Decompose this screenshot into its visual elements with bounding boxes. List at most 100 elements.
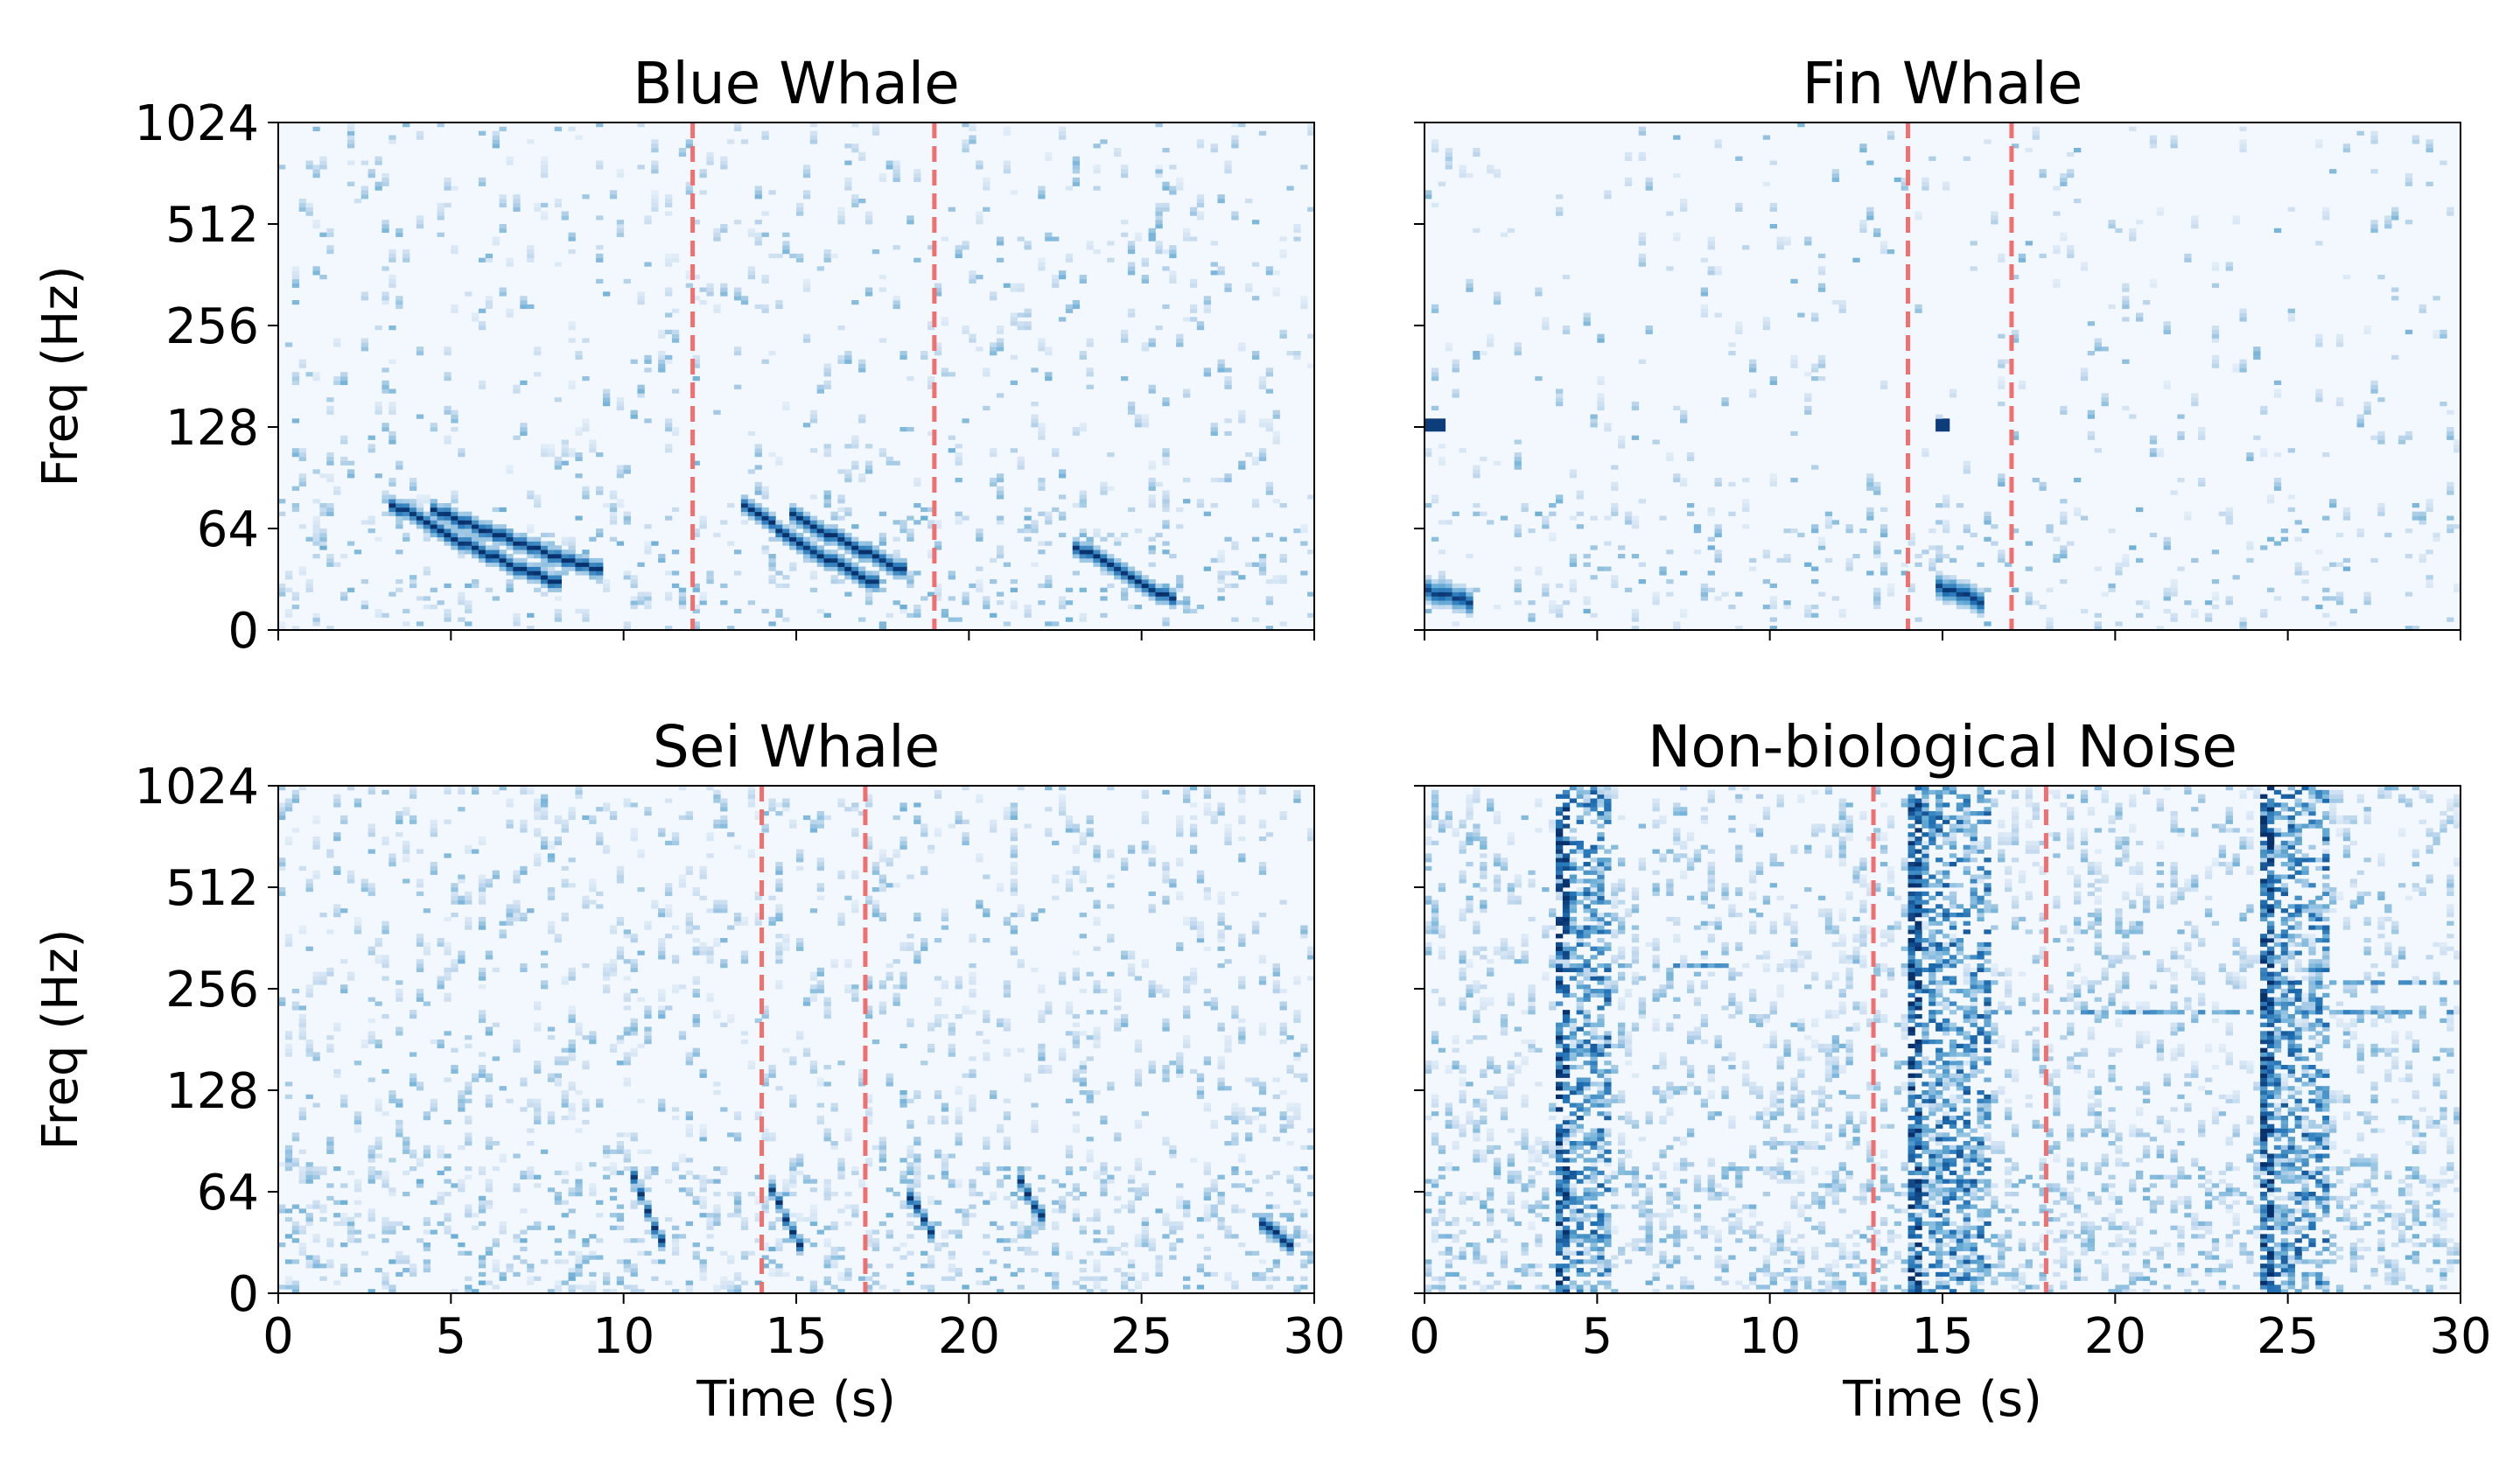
heatmap-cell	[568, 1271, 576, 1278]
heatmap-cell	[451, 891, 458, 897]
heatmap-cell	[444, 1166, 452, 1172]
heatmap-cell	[1231, 139, 1239, 144]
heatmap-cell	[602, 1144, 611, 1151]
heatmap-cell	[1597, 380, 1605, 386]
heatmap-cell	[382, 920, 389, 926]
heatmap-cell	[416, 346, 424, 352]
heatmap-cell	[312, 612, 320, 618]
heatmap-cell	[1086, 241, 1094, 246]
heatmap-cell	[1714, 554, 1722, 559]
heatmap-cell	[589, 1271, 597, 1278]
heatmap-cell	[1189, 317, 1198, 322]
heatmap-cell	[485, 532, 494, 538]
heatmap-cell	[962, 122, 970, 128]
heatmap-cell	[1210, 262, 1218, 267]
heatmap-cell	[1790, 528, 1798, 534]
heatmap-cell	[382, 511, 389, 516]
heatmap-cell	[665, 291, 673, 297]
heatmap-cell	[1038, 435, 1046, 440]
heatmap-cell	[575, 1192, 583, 1197]
heatmap-cell	[465, 621, 472, 626]
heatmap-cell	[437, 503, 444, 508]
heatmap-cell	[1120, 562, 1129, 567]
heatmap-cell	[1466, 596, 1474, 601]
heatmap-cell	[527, 570, 535, 576]
heatmap-cell	[1107, 452, 1115, 458]
heatmap-cell	[326, 967, 334, 973]
heatmap-cell	[796, 1170, 804, 1176]
heatmap-cell	[685, 916, 693, 922]
heatmap-cell	[796, 1162, 804, 1167]
heatmap-cell	[1272, 439, 1280, 444]
heatmap-cell	[451, 959, 458, 964]
heatmap-cell	[768, 1065, 776, 1070]
heatmap-cell	[396, 499, 403, 504]
heatmap-cell	[616, 916, 625, 922]
heatmap-cell	[782, 1187, 790, 1193]
heatmap-cell	[1776, 557, 1784, 564]
heatmap-cell	[2335, 338, 2344, 343]
heatmap-cell	[692, 891, 700, 897]
heatmap-cell	[333, 1213, 341, 1218]
heatmap-cell	[761, 1264, 769, 1269]
heatmap-cell	[1120, 338, 1129, 343]
heatmap-cell	[665, 1217, 673, 1222]
heatmap-cell	[305, 372, 313, 377]
heatmap-cell	[506, 312, 514, 318]
heatmap-cell	[312, 554, 320, 559]
heatmap-cell	[1542, 321, 1550, 326]
heatmap-cell	[374, 955, 382, 960]
heatmap-cell	[499, 557, 507, 564]
heatmap-cell	[1714, 266, 1722, 271]
heatmap-cell	[782, 541, 790, 546]
heatmap-cell	[485, 883, 494, 888]
heatmap-cell	[1231, 135, 1239, 140]
heatmap-cell	[561, 1090, 569, 1096]
heatmap-cell	[1514, 465, 1522, 470]
heatmap-cell	[651, 1166, 659, 1172]
heatmap-cell	[540, 1259, 549, 1264]
panel-fin-whale: Fin Whale	[1414, 50, 2461, 640]
heatmap-cell	[1984, 621, 1992, 626]
heatmap-cell	[747, 469, 756, 474]
heatmap-cell	[948, 206, 956, 212]
heatmap-cell	[1970, 266, 1978, 271]
heatmap-cell	[1245, 287, 1253, 292]
heatmap-cell	[430, 499, 438, 504]
heatmap-cell	[547, 1116, 556, 1121]
heatmap-cell	[1162, 206, 1170, 212]
heatmap-cell	[775, 916, 783, 922]
heatmap-cell	[1514, 351, 1522, 356]
heatmap-cell	[1618, 554, 1626, 559]
heatmap-cell	[396, 515, 403, 521]
heatmap-cell	[816, 858, 824, 863]
heatmap-cell	[630, 579, 638, 584]
heatmap-cell	[1936, 596, 1943, 601]
heatmap-cell	[1114, 562, 1122, 567]
heatmap-cell	[2329, 621, 2337, 626]
heatmap-cell	[602, 587, 611, 592]
heatmap-cell	[844, 511, 852, 516]
heatmap-cell	[976, 160, 984, 165]
heatmap-cell	[699, 524, 707, 529]
heatmap-cell	[402, 844, 410, 850]
heatmap-cell	[2149, 278, 2158, 284]
heatmap-cell	[1217, 557, 1225, 564]
heatmap-cell	[768, 579, 776, 584]
heatmap-cell	[775, 536, 783, 542]
heatmap-cell	[1141, 575, 1149, 580]
heatmap-cell	[844, 1204, 852, 1209]
heatmap-cell	[312, 469, 320, 474]
heatmap-cell	[423, 524, 431, 529]
heatmap-cell	[830, 511, 838, 516]
heatmap-cell	[437, 984, 444, 990]
heatmap-cell	[1686, 456, 1695, 462]
heatmap-cell	[1680, 478, 1688, 483]
heatmap-cell	[1072, 550, 1081, 555]
heatmap-cell	[360, 346, 369, 352]
heatmap-cell	[1824, 524, 1833, 529]
heatmap-cell	[920, 351, 928, 356]
heatmap-cell	[623, 992, 631, 998]
heatmap-cell	[2198, 478, 2206, 483]
heatmap-cell	[1141, 346, 1149, 352]
